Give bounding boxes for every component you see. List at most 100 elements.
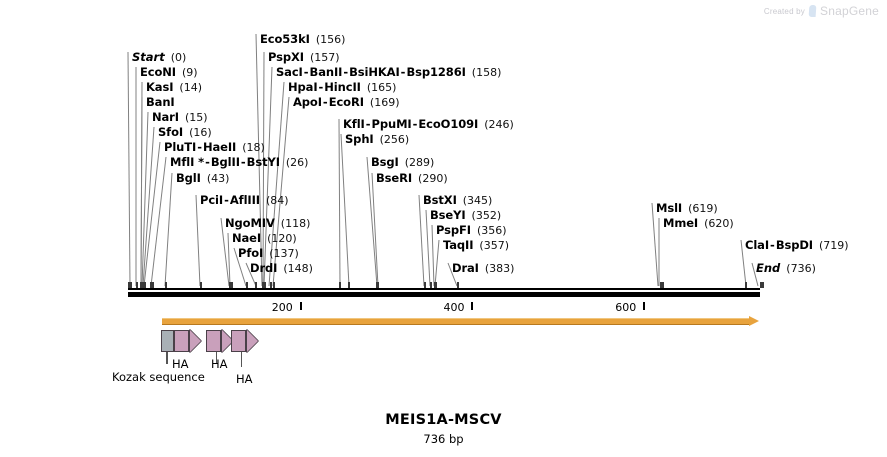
site-label-mfli[interactable]: MflI *-BglII-BstYI (26)	[170, 156, 308, 169]
site-label-taqii[interactable]: TaqII (357)	[443, 239, 509, 252]
site-label-naei[interactable]: NaeI (120)	[232, 232, 297, 245]
leader-line-kfli	[338, 118, 341, 287]
ruler-cut-tick	[347, 282, 350, 288]
orf-arrow[interactable]	[162, 316, 759, 326]
watermark-created-by-label: Created by	[763, 6, 806, 16]
site-name: ApoI	[293, 95, 322, 109]
orf-arrow-body	[162, 318, 750, 325]
label-separator: -	[205, 155, 210, 169]
feature-arrow-ha2[interactable]	[206, 329, 233, 352]
feature-track: Kozak sequence HA HA HA	[0, 329, 887, 386]
site-label-kfli[interactable]: KflI-PpuMI-EcoO109I (246)	[343, 118, 514, 131]
site-label-pluti[interactable]: PluTI-HaeII (18)	[164, 141, 265, 154]
site-name: KasI	[146, 80, 174, 94]
site-name: NgoMIV	[225, 216, 275, 230]
site-label-eco53ki[interactable]: Eco53kI (156)	[260, 33, 345, 46]
site-name: HincII	[324, 80, 361, 94]
site-name: DrdI	[250, 261, 278, 275]
site-label-saci[interactable]: SacI-BanII-BsiHKAI-Bsp1286I (158)	[276, 66, 501, 79]
site-name: BsgI	[371, 155, 399, 169]
site-name: TaqII	[443, 238, 474, 252]
restriction-site-labels: Eco53kI (156) Start (0) PspXI (157) EcoNI (9) Sa…	[132, 33, 849, 275]
ruler-cut-tick	[128, 282, 132, 288]
leader-line-start	[127, 51, 131, 287]
site-position: (16)	[189, 126, 212, 139]
site-label-econi[interactable]: EcoNI (9)	[140, 66, 198, 79]
site-label-bseyi[interactable]: BseYI (352)	[430, 209, 501, 222]
site-name: EcoRI	[328, 95, 364, 109]
site-position: (357)	[479, 239, 510, 252]
sequence-ruler	[128, 282, 764, 298]
site-name: PspFI	[436, 223, 471, 237]
site-label-ngomiv[interactable]: NgoMIV (118)	[225, 217, 310, 230]
feature-tick-ha2	[216, 352, 217, 364]
site-position: (169)	[369, 96, 400, 109]
site-position: (14)	[179, 81, 202, 94]
site-label-sfoi[interactable]: SfoI (16)	[158, 126, 212, 139]
label-separator: -	[400, 65, 406, 79]
leader-line-sphi	[340, 133, 350, 287]
sequence-length-label: 736 bp	[423, 432, 464, 446]
leader-line-bgli	[164, 172, 173, 287]
site-label-nari[interactable]: NarI (15)	[152, 111, 208, 124]
site-position: (246)	[484, 118, 514, 131]
feature-arrow-ha3[interactable]	[231, 329, 258, 352]
site-label-bstxi[interactable]: BstXI (345)	[423, 194, 492, 207]
site-position: (719)	[818, 239, 849, 252]
site-label-bsgi[interactable]: BsgI (289)	[371, 156, 434, 169]
site-name: NaeI	[232, 231, 262, 245]
axis-tick-mark	[643, 302, 646, 310]
site-label-mmei[interactable]: MmeI (620)	[663, 217, 734, 230]
leader-line-eco53ki	[255, 33, 263, 287]
site-label-drai[interactable]: DraI (383)	[452, 262, 514, 275]
site-label-pspxi[interactable]: PspXI (157)	[268, 51, 340, 64]
ruler-cut-tick	[150, 282, 155, 288]
feature-arrow-ha1[interactable]	[174, 329, 201, 352]
leader-line-msli	[651, 202, 659, 287]
leader-line-pspfi	[431, 224, 435, 287]
site-label-end[interactable]: End (736)	[756, 262, 816, 275]
leader-line-saci	[263, 66, 273, 287]
leader-line-drdi	[245, 262, 257, 287]
site-position: (352)	[471, 209, 502, 222]
site-label-bgli[interactable]: BglI (43)	[176, 172, 229, 185]
site-label-apoi[interactable]: ApoI-EcoRI (169)	[293, 96, 400, 109]
site-label-pspfi[interactable]: PspFI (356)	[436, 224, 507, 237]
leader-line-apoi	[272, 96, 290, 287]
leader-line-mfli	[150, 156, 167, 287]
site-name: SfoI	[158, 125, 184, 139]
site-name: MmeI	[663, 216, 699, 230]
feature-label-ha2: HA	[211, 357, 228, 371]
site-name: BanI	[146, 95, 175, 109]
leader-line-clai	[740, 239, 747, 287]
leader-line-nari	[141, 111, 149, 287]
ruler-bar	[128, 292, 760, 297]
site-position: (256)	[379, 133, 410, 146]
site-label-bseri[interactable]: BseRI (290)	[376, 172, 448, 185]
site-label-clai[interactable]: ClaI-BspDI (719)	[745, 239, 849, 252]
site-label-start[interactable]: Start (0)	[132, 51, 186, 64]
site-label-bani[interactable]: BanI	[146, 96, 175, 108]
feature-box-kozak[interactable]	[161, 330, 174, 352]
site-name: BstYI	[246, 155, 280, 169]
ruler-cut-tick	[273, 282, 276, 288]
site-position: (289)	[404, 156, 435, 169]
ruler-cut-tick	[231, 282, 234, 288]
site-label-kasi[interactable]: KasI (14)	[146, 81, 202, 94]
site-position: (9)	[181, 66, 198, 79]
site-label-drdi[interactable]: DrdI (148)	[250, 262, 313, 275]
ruler-cut-tick	[424, 282, 427, 288]
title-block: MEIS1A-MSCV 736 bp	[0, 412, 887, 446]
site-name: SacI	[276, 65, 303, 79]
ruler-cut-tick	[200, 282, 203, 288]
leader-line-pcii	[195, 194, 201, 287]
site-label-msli[interactable]: MslI (619)	[656, 202, 718, 215]
site-label-pfoi[interactable]: PfoI (137)	[238, 247, 299, 260]
site-label-hpai[interactable]: HpaI-HincII (165)	[288, 81, 396, 94]
site-position: (619)	[688, 202, 718, 215]
site-label-sphi[interactable]: SphI (256)	[345, 133, 409, 146]
site-label-pcii[interactable]: PciI-AflIII (84)	[200, 194, 289, 207]
site-name: PfoI	[238, 246, 264, 260]
site-position: (290)	[418, 172, 448, 185]
site-name: BsiHKAI	[349, 65, 400, 79]
